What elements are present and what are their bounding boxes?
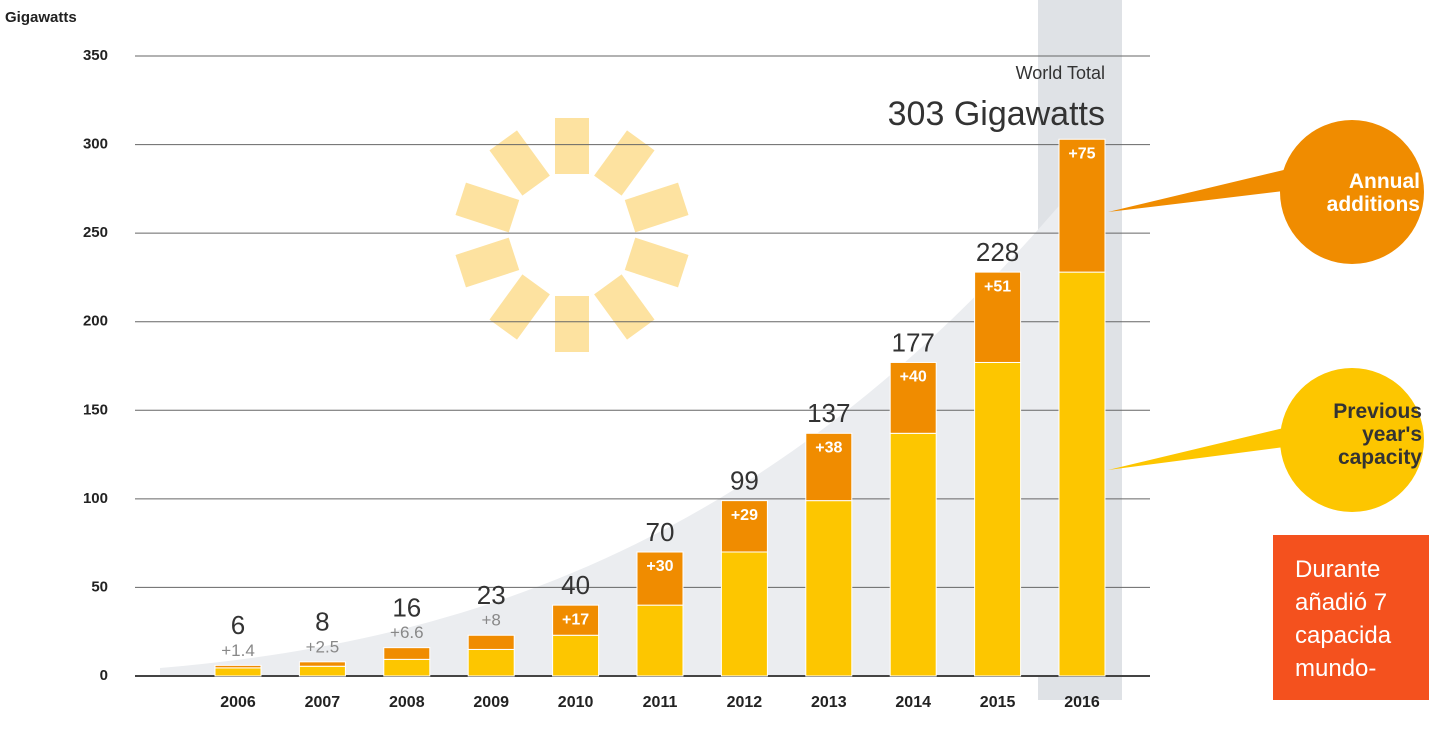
y-tick-label: 200	[83, 313, 108, 330]
x-tick-label: 2013	[811, 694, 847, 711]
bar-segment	[552, 604, 600, 636]
legend-pointer	[1108, 168, 1292, 212]
total-label: 6	[231, 610, 245, 640]
note-line: capacida	[1295, 622, 1392, 649]
bar-segment	[383, 658, 431, 677]
total-label: 99	[730, 466, 759, 496]
y-tick-label: 150	[83, 401, 108, 418]
bar-segment	[383, 647, 431, 660]
value-label: +1.4	[221, 641, 255, 660]
legend-pointer	[1108, 426, 1292, 470]
bar-segment	[889, 432, 937, 677]
x-tick-label: 2016	[1064, 694, 1100, 711]
bar-segment	[467, 648, 515, 677]
legend-swatch	[1280, 368, 1424, 512]
value-label: +38	[815, 440, 842, 457]
bar-segment	[636, 551, 684, 606]
value-label: +2.5	[306, 637, 340, 656]
bar-segment	[1058, 271, 1106, 677]
trend-area	[160, 175, 1085, 676]
value-label: +30	[646, 558, 673, 575]
total-label: 177	[892, 327, 935, 357]
bar-segment	[214, 667, 262, 677]
y-tick-label: 350	[83, 47, 108, 64]
bar-segment	[467, 634, 515, 650]
legend-label: Annual additions	[1326, 170, 1420, 216]
x-tick-label: 2012	[727, 694, 763, 711]
bar-segment	[636, 604, 684, 677]
sun-icon	[455, 118, 689, 352]
bar-segment	[974, 271, 1022, 363]
y-tick-label: 0	[100, 667, 108, 684]
y-tick-label: 300	[83, 136, 108, 153]
x-tick-label: 2014	[895, 694, 931, 711]
value-label: +40	[900, 369, 927, 386]
total-label: 16	[392, 593, 421, 623]
total-label: 40	[561, 570, 590, 600]
bar-segment	[974, 361, 1022, 677]
total-label: 23	[477, 580, 506, 610]
y-tick-label: 100	[83, 490, 108, 507]
value-label: +8	[482, 611, 501, 630]
value-label: +6.6	[390, 623, 424, 642]
x-tick-label: 2008	[389, 694, 425, 711]
bar-segment	[298, 665, 346, 677]
bar-segment	[805, 432, 853, 502]
bar-segment	[889, 361, 937, 434]
total-label: 137	[807, 398, 850, 428]
y-tick-label: 50	[91, 578, 108, 595]
value-label: +17	[562, 611, 589, 628]
x-tick-label: 2009	[473, 694, 509, 711]
legend-swatch	[1280, 120, 1424, 264]
note-line: Durante	[1295, 556, 1381, 583]
x-tick-label: 2015	[980, 694, 1016, 711]
note-line: añadió 7	[1295, 589, 1388, 616]
value-label: +29	[731, 507, 758, 524]
y-axis-label: Gigawatts	[5, 9, 77, 26]
total-label: 70	[646, 517, 675, 547]
y-tick-label: 250	[83, 224, 108, 241]
bar-segment	[720, 500, 768, 553]
total-label: 228	[976, 237, 1019, 267]
x-tick-label: 2007	[305, 694, 341, 711]
x-tick-label: 2011	[643, 694, 678, 711]
bar-segment	[552, 634, 600, 677]
x-tick-label: 2006	[220, 694, 256, 711]
note-box: Durante añadió 7 capacida mundo-	[1273, 535, 1429, 700]
bar-segment	[1058, 138, 1106, 273]
bar-segment	[298, 661, 346, 667]
value-label: +51	[984, 278, 1011, 295]
bar-segment	[214, 664, 262, 669]
x-tick-label: 2010	[558, 694, 594, 711]
value-label: +75	[1068, 145, 1095, 162]
legend-label: Previous year's capacity	[1333, 400, 1422, 469]
note-line: mundo-	[1295, 655, 1377, 682]
annotation: World Total	[1016, 63, 1105, 83]
total-label: 8	[315, 607, 329, 637]
annotation: 303 Gigawatts	[888, 95, 1105, 133]
bar-segment	[805, 500, 853, 677]
bar-segment	[720, 551, 768, 677]
